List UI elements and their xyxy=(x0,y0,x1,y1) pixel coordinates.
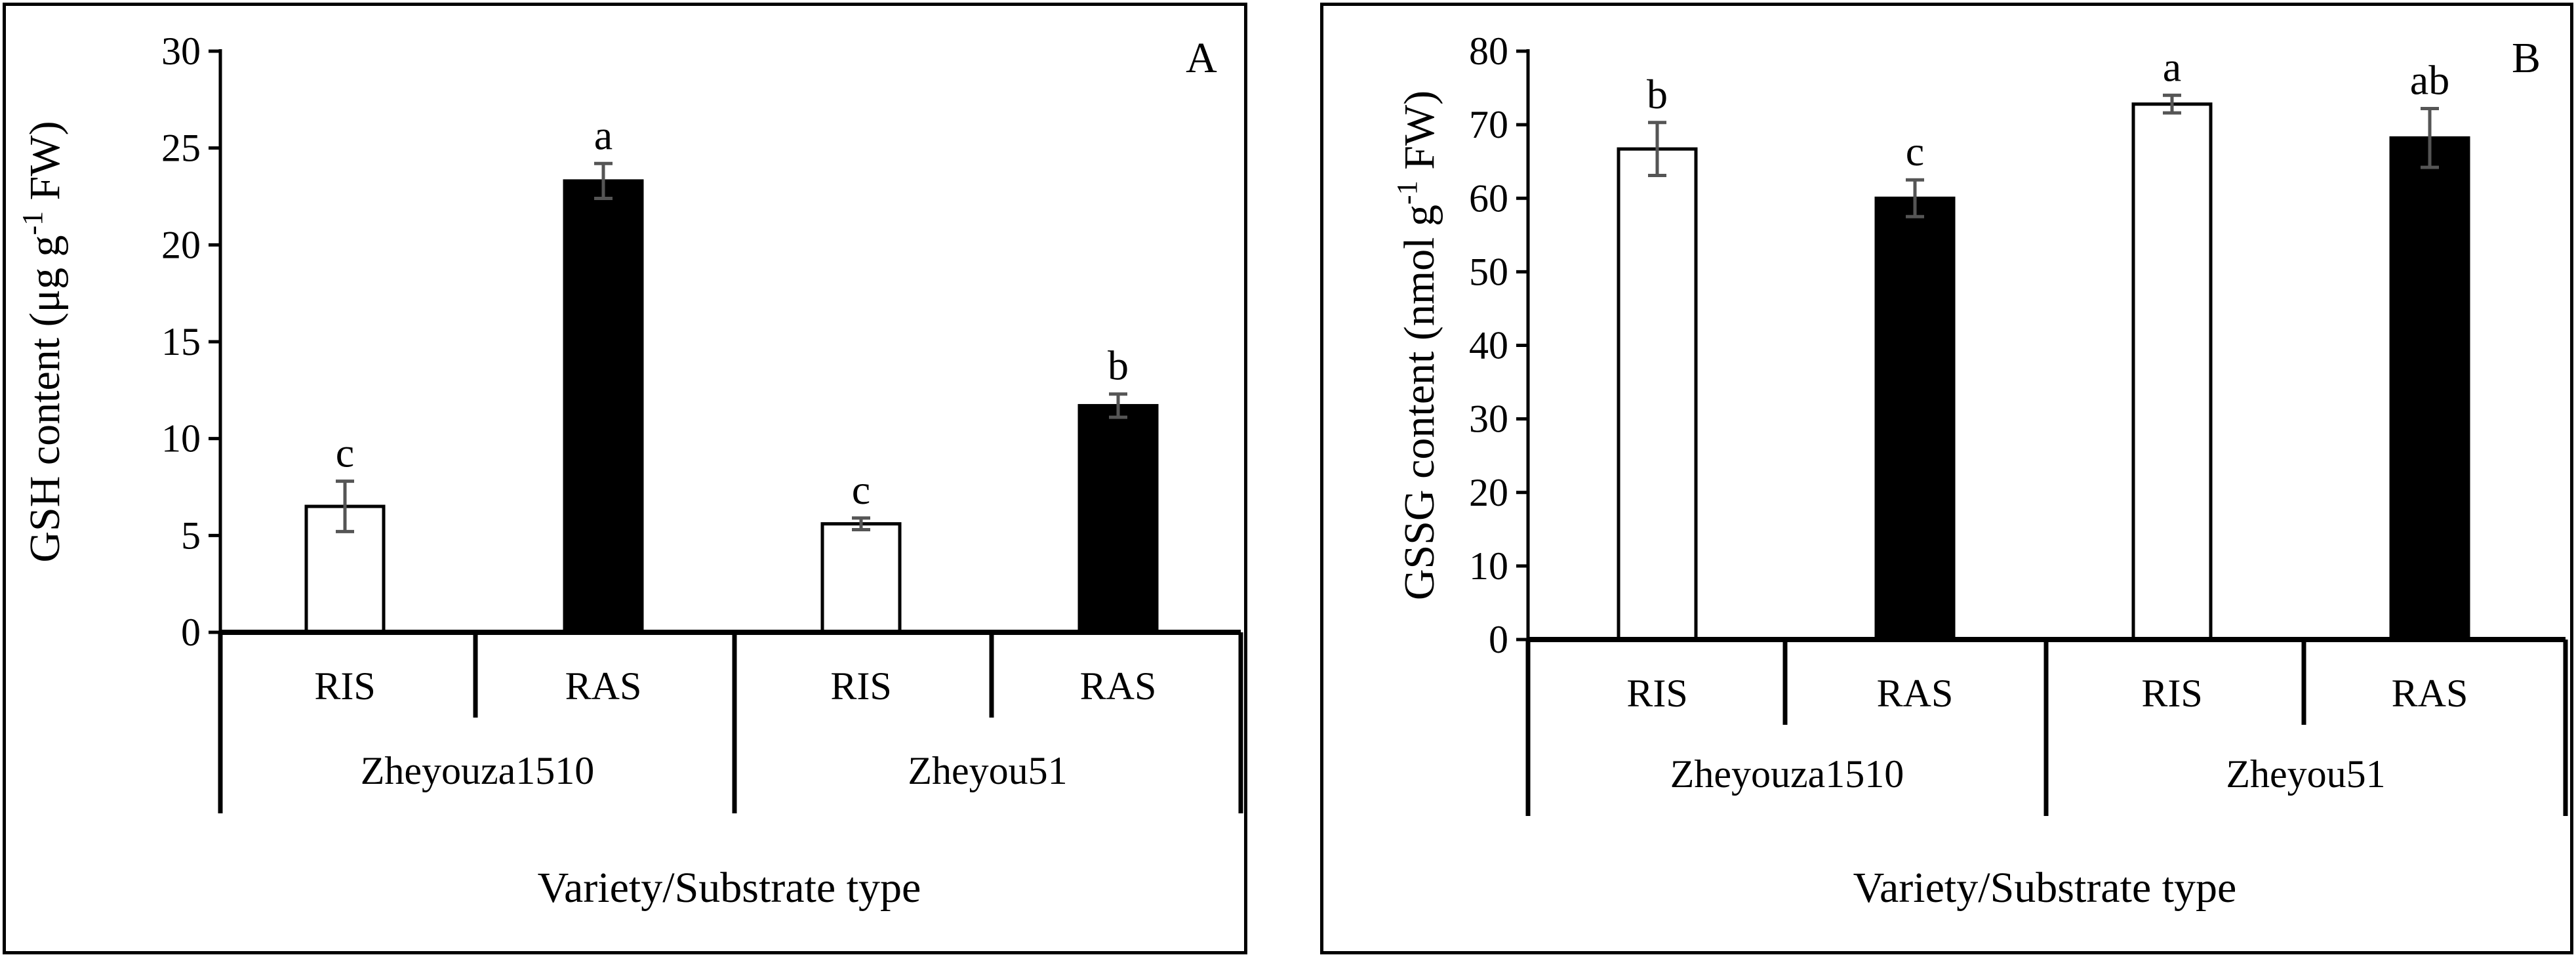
bar xyxy=(1874,196,1956,641)
y-tick-label: 70 xyxy=(1469,103,1508,146)
y-tick-label: 5 xyxy=(181,514,201,557)
bar xyxy=(2131,102,2213,641)
y-tick-label: 80 xyxy=(1469,30,1508,73)
significance-label: b xyxy=(1108,342,1129,389)
y-tick-label: 0 xyxy=(1489,618,1508,661)
x-category-label: RAS xyxy=(1080,664,1157,708)
x-category-label: RAS xyxy=(1877,672,1954,715)
y-axis-title-main: GSSG content (nmol g xyxy=(1396,205,1443,600)
significance-label: ab xyxy=(2410,56,2449,103)
group-label: Zheyouza1510 xyxy=(361,749,595,792)
y-axis-title: GSSG content (nmol g-1 FW) xyxy=(1391,91,1443,600)
x-axis-title: Variety/Substrate type xyxy=(538,864,921,912)
y-axis-title-main: GSH content (μg g xyxy=(21,235,69,562)
y-tick-label: 10 xyxy=(161,417,201,460)
group-label: Zheyou51 xyxy=(908,749,1067,792)
y-axis-title-tail: FW) xyxy=(21,121,69,211)
y-axis-title-tail: FW) xyxy=(1396,91,1443,180)
x-axis-title: Variety/Substrate type xyxy=(1853,864,2237,912)
bar xyxy=(1077,403,1159,634)
y-tick-label: 30 xyxy=(1469,397,1508,441)
significance-label: a xyxy=(2163,43,2181,90)
significance-label: a xyxy=(594,112,613,158)
y-tick-label: 10 xyxy=(1469,544,1508,588)
significance-label: b xyxy=(1647,71,1668,117)
y-axis-title-superscript: -1 xyxy=(1391,180,1423,205)
x-category-label: RIS xyxy=(1626,672,1687,715)
significance-label: c xyxy=(852,466,870,513)
y-axis-title: GSH content (μg g-1 FW) xyxy=(16,121,69,562)
bar xyxy=(820,522,902,634)
y-tick-label: 20 xyxy=(1469,471,1508,514)
panel-a-frame xyxy=(3,3,1247,954)
y-tick-label: 30 xyxy=(161,30,201,73)
x-category-label: RIS xyxy=(2141,672,2202,715)
y-tick-label: 50 xyxy=(1469,250,1508,293)
significance-label: c xyxy=(1906,128,1924,174)
y-tick-label: 25 xyxy=(161,127,201,170)
y-tick-label: 40 xyxy=(1469,324,1508,367)
y-axis-title-superscript: -1 xyxy=(16,211,49,235)
group-label: Zheyouza1510 xyxy=(1670,752,1904,796)
x-category-label: RIS xyxy=(314,664,375,708)
y-tick-label: 60 xyxy=(1469,176,1508,220)
panel-letter: A xyxy=(1186,34,1217,82)
bar xyxy=(1617,147,1698,641)
y-tick-label: 15 xyxy=(161,320,201,363)
panel-b-frame xyxy=(1320,3,2573,954)
bar xyxy=(563,179,644,634)
panel-b: 01020304050607080bRIScRASaRISabRASZheyou… xyxy=(1391,30,2568,912)
bar xyxy=(2389,136,2470,641)
y-tick-label: 20 xyxy=(161,223,201,266)
panel-a: 0 5 10 15 20 25 30 c RIS a RAS c RIS b RAS Zheyouza1510… xyxy=(16,30,1243,912)
x-category-label: RIS xyxy=(830,664,891,708)
group-label: Zheyou51 xyxy=(2226,752,2385,796)
panel-letter: B xyxy=(2512,34,2541,82)
x-category-label: RAS xyxy=(565,664,642,708)
significance-label: c xyxy=(336,430,354,476)
x-category-label: RAS xyxy=(2392,672,2468,715)
y-tick-label: 0 xyxy=(181,611,201,654)
